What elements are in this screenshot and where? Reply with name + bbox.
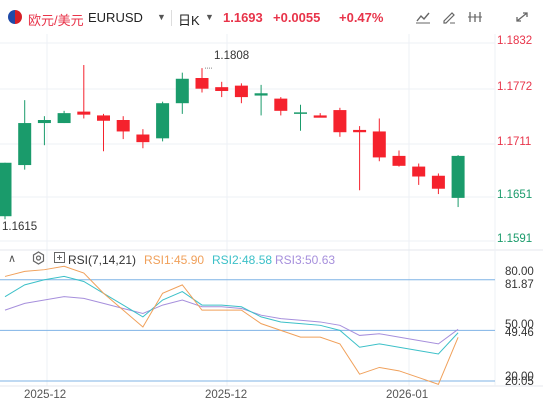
rsi-axis-label: 20.00 [505, 371, 534, 383]
candle-body [77, 111, 91, 115]
collapse-chevron-icon[interactable]: ∧ [8, 253, 17, 265]
candle-body [195, 78, 209, 89]
candle-body [254, 93, 268, 96]
rsi-title[interactable]: RSI(7,14,21) [68, 253, 137, 267]
candle-body [353, 129, 367, 133]
rsi-axis-label: 49.46 [505, 327, 534, 339]
candle-body [274, 98, 288, 111]
candle-body [431, 175, 445, 189]
time-axis-label: 2026-01 [386, 389, 429, 401]
rsi1-line [4, 265, 459, 385]
candle-body [175, 78, 189, 104]
toolbar-divider [171, 10, 172, 26]
edit-pencil-icon[interactable] [441, 10, 457, 24]
chart-toolbar: 欧元/美元 EURUSD ▼ 日K ▼ 1.1693 +0.0055 +0.47… [0, 0, 543, 34]
price-axis-label: 1.1772 [497, 81, 533, 93]
candle-body [97, 115, 110, 121]
candle-body [313, 115, 327, 118]
indicator-toggle-icon[interactable] [54, 252, 65, 267]
high-price-annotation: 1.1808 [214, 50, 250, 62]
candle-body [294, 112, 307, 114]
rsi-indicator-header: ∧ RSI(7,14,21) RSI1:45.90 RSI2:48.58 RSI… [0, 251, 543, 269]
candle-body [116, 120, 130, 132]
symbol-dropdown-caret-icon[interactable]: ▼ [157, 12, 166, 22]
candle-body [136, 134, 150, 143]
rsi-axis-label: 81.87 [505, 279, 534, 291]
symbol-code[interactable]: EURUSD [88, 10, 143, 25]
timeframe-caret-icon[interactable]: ▼ [205, 12, 214, 22]
expand-arrows-icon[interactable] [514, 10, 530, 24]
time-axis-label: 2025-12 [205, 389, 248, 401]
candle-body [372, 131, 386, 158]
candle-body [0, 162, 12, 217]
rsi3-value: RSI3:50.63 [275, 253, 336, 267]
candle-body [156, 103, 170, 139]
candle-body [392, 155, 406, 166]
symbol-name-cn[interactable]: 欧元/美元 [28, 13, 84, 28]
candle-body [451, 155, 465, 198]
layout-grid-icon[interactable] [467, 10, 483, 24]
candle-body [18, 123, 32, 166]
rsi2-value: RSI2:48.58 [212, 253, 273, 267]
rsi2-line [4, 275, 459, 355]
candle-body [333, 110, 347, 133]
candle-body [412, 166, 426, 177]
rsi3-line [4, 296, 459, 345]
price-change: +0.0055 [273, 10, 321, 25]
rsi1-value: RSI1:45.90 [144, 253, 205, 267]
rsi-axis-label: 80.00 [505, 266, 534, 278]
price-axis-label: 1.1832 [497, 35, 533, 47]
rsi-axis-label: 50.00 [505, 319, 534, 331]
price-axis-label: 1.1711 [497, 136, 532, 148]
last-price: 1.1693 [223, 10, 263, 25]
timeframe-selector[interactable]: 日K [178, 13, 200, 28]
rsi-axis-label: 20.05 [505, 376, 534, 388]
eu-us-flag-icon [8, 10, 22, 24]
price-change-percent: +0.47% [339, 10, 384, 25]
candle-body [37, 120, 51, 124]
price-axis-label: 1.1651 [497, 189, 533, 201]
price-axis-label: 1.1591 [497, 233, 533, 245]
candle-body [57, 113, 71, 124]
time-axis-label: 2025-12 [24, 389, 67, 401]
line-chart-icon[interactable] [415, 10, 431, 24]
low-price-annotation: 1.1615 [2, 221, 38, 233]
candle-body [234, 85, 248, 98]
settings-icon[interactable] [32, 251, 45, 268]
candle-body [215, 87, 229, 91]
